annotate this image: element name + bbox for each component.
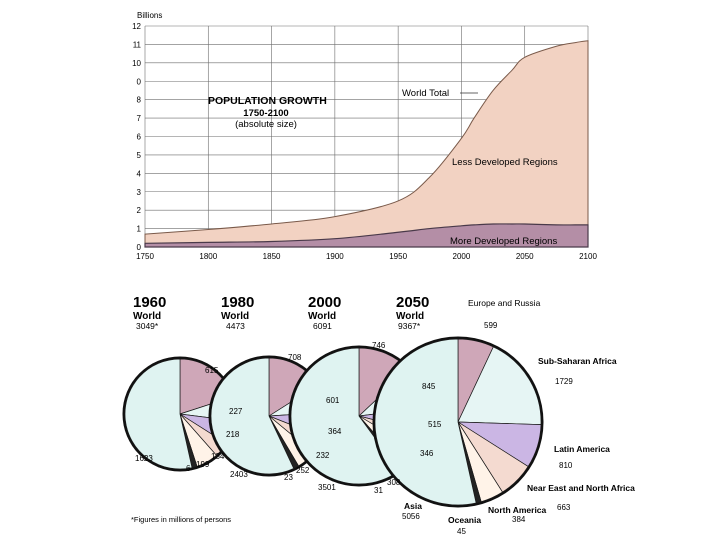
y-tick-label: 7 [137, 114, 142, 123]
pie-slice-asia [210, 357, 295, 475]
y-tick-label: 0 [137, 243, 142, 252]
x-tick-label: 1950 [389, 252, 407, 261]
pie-2050-extra-515: 515 [428, 420, 442, 429]
pie-1960-year: 1960 [133, 294, 166, 311]
pie-2000-value-neareast: 232 [316, 451, 330, 460]
pie-slice-asia [374, 338, 477, 506]
y-tick-label: 11 [133, 40, 142, 49]
x-axis-ticks: 1750 1800 1850 1900 1950 2000 2050 2100 [136, 252, 597, 261]
pie-2050-value-oceania: 45 [457, 527, 466, 536]
pie-1980-value-europe: 708 [288, 353, 302, 362]
region-label-latin: Latin America [554, 444, 610, 454]
y-axis-label: Billions [137, 11, 162, 20]
pie-2050-world: World [396, 311, 424, 322]
annotation-world-total: World Total [402, 88, 449, 99]
pie-1960-value-oceania: 6 [186, 464, 191, 473]
chart-subtitle-years: 1750-2100 [243, 108, 288, 119]
pie-2000-value-oceania: 31 [374, 486, 383, 495]
pie-2050 [372, 336, 544, 508]
x-tick-label: 2000 [453, 252, 471, 261]
x-tick-label: 2050 [516, 252, 534, 261]
pie-1960-value-neareast: 134 [211, 452, 225, 461]
pie-2000-value-subsaharan: 601 [326, 396, 340, 405]
region-label-neareast: Near East and North Africa [527, 483, 635, 493]
y-tick-label: 0 [137, 77, 142, 86]
pie-2050-value-latin: 810 [559, 461, 573, 470]
pie-2000-total: 6091 [313, 321, 332, 331]
pie-2050-extra-346: 346 [420, 449, 434, 458]
pie-1980-value-asia: 2403 [230, 470, 248, 479]
pie-1960-total: 3049* [136, 321, 159, 331]
pie-1960-value-latin: 218 [226, 430, 240, 439]
y-tick-label: 6 [137, 133, 142, 142]
chart-subtitle-note: (absolute size) [235, 119, 297, 130]
less-developed-area [144, 40, 589, 248]
y-tick-label: 3 [137, 188, 142, 197]
pie-2000-value-latin: 364 [328, 427, 342, 436]
y-tick-label: 10 [132, 59, 141, 68]
y-tick-label: 2 [137, 206, 142, 215]
pie-2050-value-neareast: 663 [557, 503, 571, 512]
pie-2050-total: 9367* [398, 321, 421, 331]
pie-1980-value-oceania: 23 [284, 473, 293, 482]
pie-1980-total: 4473 [226, 321, 245, 331]
pie-2050-value-northamerica: 384 [512, 515, 526, 524]
x-tick-label: 1900 [326, 252, 344, 261]
region-label-asia: Asia [404, 501, 422, 511]
y-tick-label: 5 [137, 151, 142, 160]
y-tick-label: 1 [137, 225, 142, 234]
pie-slice-asia [290, 347, 400, 485]
pie-1980-value-northamerica: 252 [296, 466, 310, 475]
annotation-less-developed: Less Developed Regions [452, 157, 558, 168]
pie-2000-world: World [308, 311, 336, 322]
pie-2000-value-asia: 3501 [318, 483, 336, 492]
x-tick-label: 1800 [199, 252, 217, 261]
pie-slice-asia [124, 358, 193, 470]
region-label-europe: Europe and Russia [468, 298, 541, 308]
x-tick-label: 1850 [263, 252, 281, 261]
pie-1960-value-europe: 615 [205, 366, 219, 375]
y-tick-label: 4 [137, 169, 142, 178]
pie-2050-value-europe: 599 [484, 321, 498, 330]
more-developed-area [144, 223, 589, 248]
pie-1980-year: 1980 [221, 294, 254, 311]
regional-pie-charts: 1960 World 3049* 1980 World 4473 2000 Wo… [122, 294, 635, 536]
annotation-more-developed: More Developed Regions [450, 236, 557, 247]
pie-slices [122, 336, 544, 508]
pie-2050-value-subsaharan: 1729 [555, 377, 573, 386]
region-label-subsaharan: Sub-Saharan Africa [538, 356, 617, 366]
region-label-northamerica: North America [488, 505, 547, 515]
pie-2000-value-europe: 746 [372, 341, 386, 350]
y-tick-label: 8 [137, 96, 142, 105]
footnote: *Figures in millions of persons [131, 515, 231, 524]
pie-1960-world: World [133, 311, 161, 322]
pie-1960-value-subsaharan: 227 [229, 407, 243, 416]
y-tick-label: 12 [132, 22, 141, 31]
x-tick-label: 1750 [136, 252, 154, 261]
pie-2050-value-asia: 5056 [402, 512, 420, 521]
region-label-oceania: Oceania [448, 515, 481, 525]
pie-1960-value-asia: 1623 [135, 454, 153, 463]
pie-2050-extra-845: 845 [422, 382, 436, 391]
pie-1960-value-northamerica: 199 [196, 460, 210, 469]
pie-slice-subsaharan [457, 346, 542, 425]
pie-2050-year: 2050 [396, 294, 429, 311]
pie-1980-world: World [221, 311, 249, 322]
pie-2000-year: 2000 [308, 294, 341, 311]
chart-title: POPULATION GROWTH [208, 95, 327, 107]
x-tick-label: 2100 [579, 252, 597, 261]
pie-2000-value-northamerica: 308 [387, 478, 401, 487]
